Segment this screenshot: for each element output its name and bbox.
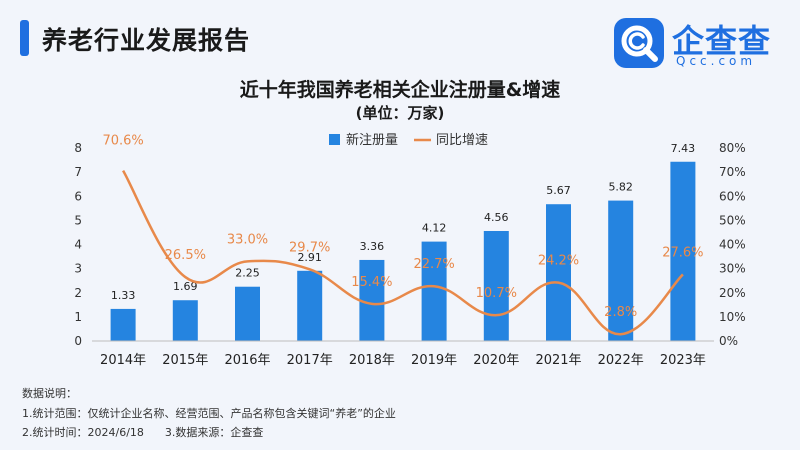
title-accent-bar (20, 20, 29, 56)
legend-bar-label: 新注册量 (346, 132, 398, 148)
y-left-tick-label: 7 (74, 165, 82, 179)
x-tick-label: 2022年 (598, 353, 644, 368)
y-right-tick-label: 40% (719, 238, 746, 252)
bar (235, 286, 260, 341)
y-left-tick-label: 6 (74, 189, 82, 203)
y-right-tick-label: 0% (719, 334, 738, 348)
bar-value-label: 2.25 (235, 267, 260, 280)
notes-line-2: 2.统计时间：2024/6/18 3.数据来源：企查查 (22, 426, 264, 439)
qcc-logo: 企查查 Qcc.com (610, 14, 780, 72)
bar-value-label: 3.36 (360, 240, 385, 253)
data-notes: 数据说明： 1.统计范围：仅统计企业名称、经营范围、产品名称包含关键词“养老”的… (22, 384, 396, 443)
line-value-label: 33.0% (227, 232, 268, 247)
y-right-tick-label: 60% (719, 189, 746, 203)
qcc-magnifier-icon (614, 18, 664, 68)
line-value-label: 15.4% (351, 275, 392, 290)
y-right-tick-label: 30% (719, 262, 746, 276)
growth-line-series: 70.6% 26.5% 33.0% 29.7% 15.4% 22.7% 10.7% 24.2%… (102, 134, 704, 336)
y-left-tick-label: 4 (74, 238, 82, 252)
bar-value-label: 7.43 (671, 142, 696, 155)
bar (359, 259, 385, 341)
logo-domain: Qcc.com (676, 54, 757, 68)
x-tick-label: 2023年 (660, 353, 706, 368)
logo-name: 企查查 (672, 22, 772, 60)
line-value-label: 10.7% (476, 286, 517, 301)
bars: 1.33 1.69 2.25 2.91 3.36 4.12 4.56 5.67 5.82 7.43 (110, 142, 696, 341)
line-value-label: 22.7% (413, 257, 454, 272)
x-axis: 2014年 2015年 2016年 2017年 2018年 2019年 2020年 2021年… (92, 340, 714, 368)
bar-value-label: 5.67 (546, 184, 571, 197)
y-axis-left: 0 1 2 3 4 5 6 7 8 (74, 141, 82, 348)
bar (421, 241, 447, 341)
bar-value-label: 5.82 (608, 181, 633, 194)
line-value-label: 27.6% (662, 245, 703, 260)
line-value-label: 29.7% (289, 240, 330, 255)
x-tick-label: 2015年 (162, 353, 208, 368)
notes-heading: 数据说明： (22, 387, 77, 400)
notes-line-1: 1.统计范围：仅统计企业名称、经营范围、产品名称包含关键词“养老”的企业 (22, 406, 396, 420)
y-left-tick-label: 5 (74, 213, 82, 227)
chart-title: 近十年我国养老相关企业注册量&增速 (240, 78, 561, 101)
y-right-tick-label: 10% (719, 310, 746, 324)
x-tick-label: 2017年 (287, 353, 333, 368)
legend: 新注册量 同比增速 (329, 132, 488, 148)
y-left-tick-label: 1 (74, 310, 82, 324)
x-tick-label: 2021年 (535, 353, 581, 368)
bar-value-label: 2.91 (297, 251, 322, 264)
legend-bar-swatch (329, 134, 340, 145)
line-value-label: 2.8% (604, 305, 637, 320)
bar (546, 204, 571, 341)
growth-line (122, 170, 684, 336)
y-left-tick-label: 8 (74, 141, 82, 155)
bar (608, 200, 634, 341)
x-tick-label: 2018年 (349, 353, 395, 368)
line-value-label: 26.5% (165, 248, 206, 263)
y-right-tick-label: 50% (719, 213, 746, 227)
bar (110, 308, 136, 341)
x-tick-label: 2020年 (473, 353, 519, 368)
x-tick-label: 2014年 (100, 353, 146, 368)
y-axis-right: 0% 10% 20% 30% 40% 50% 60% 70% 80% (719, 141, 746, 348)
bar-value-label: 4.12 (422, 222, 447, 235)
y-left-tick-label: 0 (74, 334, 82, 348)
chart-subtitle: (单位：万家) (356, 104, 445, 122)
y-right-tick-label: 80% (719, 141, 746, 155)
y-left-tick-label: 2 (74, 286, 82, 300)
report-title: 养老行业发展报告 (42, 26, 251, 55)
legend-line-label: 同比增速 (436, 133, 488, 148)
line-value-label: 24.2% (538, 254, 579, 269)
bar (172, 300, 198, 341)
y-right-tick-label: 70% (719, 165, 746, 179)
bar (483, 230, 509, 341)
line-value-label: 70.6% (102, 134, 143, 149)
bar (297, 270, 323, 341)
y-left-tick-label: 3 (74, 262, 82, 276)
bar-value-label: 4.56 (484, 211, 509, 224)
bar-value-label: 1.33 (111, 289, 136, 302)
x-tick-label: 2019年 (411, 353, 457, 368)
bar (670, 161, 696, 341)
x-tick-label: 2016年 (224, 353, 270, 368)
y-right-tick-label: 20% (719, 286, 746, 300)
bar-value-label: 1.69 (173, 280, 198, 293)
